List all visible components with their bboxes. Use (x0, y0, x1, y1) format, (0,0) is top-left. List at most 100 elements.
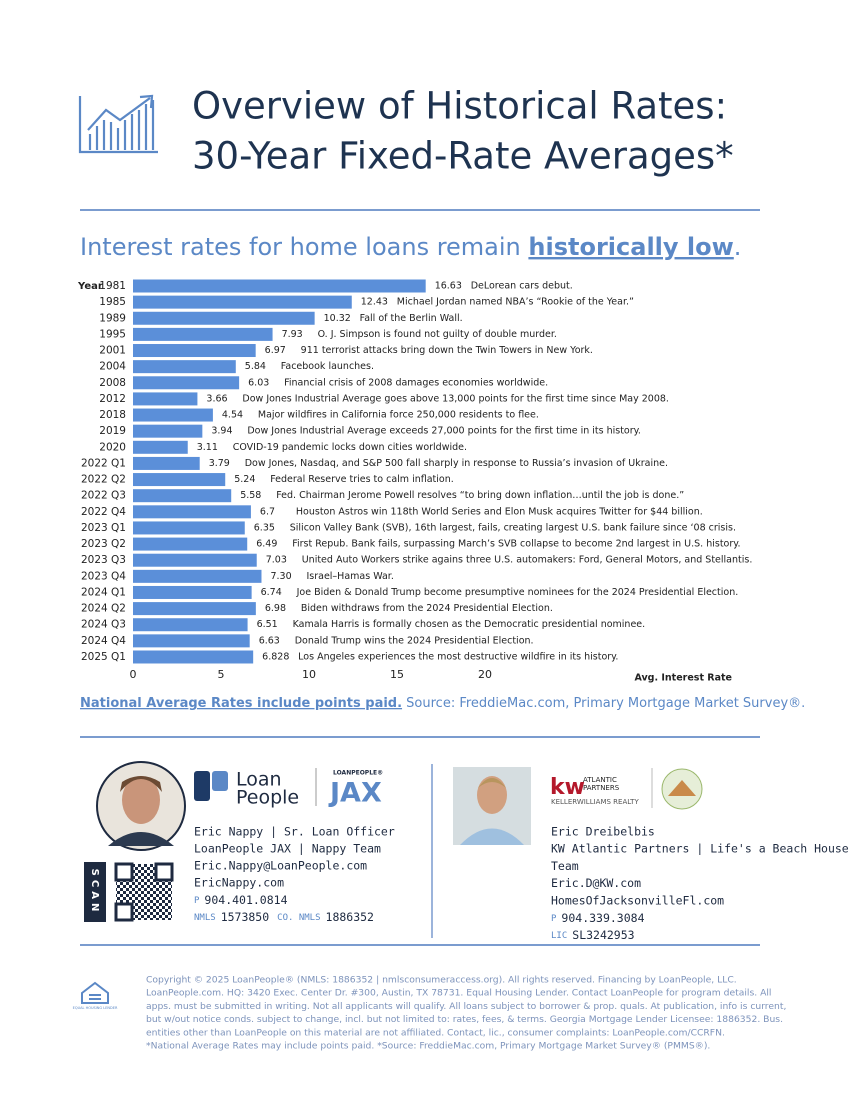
bar (133, 376, 240, 390)
bar (133, 569, 262, 583)
bar (133, 279, 426, 293)
chart-icon (78, 94, 158, 154)
logo-tag-big: JAX (328, 778, 382, 809)
photo-face (122, 776, 160, 824)
x-tick-label: 15 (390, 668, 404, 681)
y-tick-label: 2022 Q3 (81, 490, 126, 502)
phone-value: 904.339.3084 (561, 911, 644, 925)
y-tick-label: 2023 Q1 (81, 522, 126, 534)
bar (133, 440, 188, 454)
contact-line: HomesOfJacksonvilleFl.com (551, 893, 724, 907)
y-tick-label: 2022 Q4 (81, 506, 126, 518)
value-label: 7.30 (270, 571, 291, 582)
copyright-line: LoanPeople.com. HQ: 3420 Exec. Center Dr… (146, 988, 771, 999)
subtitle-emphasis: historically low (528, 233, 733, 261)
logo-text: KELLERWILLIAMS REALTY (551, 798, 639, 806)
x-tick-label: 20 (478, 668, 492, 681)
license-label: LIC (551, 931, 567, 941)
subtitle-lead: Interest rates for home loans remain (80, 233, 528, 261)
contact-phone: P 904.401.0814 (194, 893, 288, 907)
bar (133, 537, 248, 551)
bar (133, 521, 245, 535)
bar (133, 408, 213, 422)
subtitle-end: . (734, 233, 742, 261)
y-tick-label: 2024 Q4 (81, 635, 126, 647)
title-line: Overview of Historical Rates: (192, 85, 727, 128)
y-tick-label: 1981 (99, 280, 126, 292)
annotation: COVID-19 pandemic locks down cities worl… (233, 442, 467, 453)
equal-housing-label: EQUAL HOUSING LENDER (73, 1006, 118, 1010)
y-tick-label: 2012 (99, 393, 126, 405)
y-tick-label: 2019 (99, 425, 126, 437)
value-label: 5.24 (234, 474, 255, 485)
co-nmls-value: 1886352 (326, 910, 374, 924)
value-label: 4.54 (222, 410, 243, 421)
logo-mark (194, 771, 210, 801)
phone-label: P (194, 896, 200, 906)
footnote-emphasis: National Average Rates include points pa… (80, 696, 402, 711)
contact-card: Eric Dreibelbis KW Atlantic Partners | Li… (551, 825, 849, 942)
photo-hair (478, 778, 506, 788)
bar (133, 634, 250, 648)
y-tick-label: 1985 (99, 296, 126, 308)
copyright-line: Copyright © 2025 LoanPeople® (NMLS: 1886… (146, 975, 737, 986)
copyright-line: apps. must be submitted in writing. Not … (146, 1001, 786, 1012)
contact-line: Eric.D@KW.com (551, 876, 641, 890)
photo-shirt (108, 832, 174, 846)
x-tick-label: 0 (130, 668, 137, 681)
logo-text: Loan (236, 769, 282, 791)
bar (133, 295, 352, 309)
logo-kw: kw (550, 775, 585, 800)
annotation: Major wildfires in California force 250,… (258, 410, 539, 421)
license-value: SL3242953 (572, 928, 634, 942)
annotation: Los Angeles experiences the most destruc… (298, 651, 618, 662)
value-label: 6.828 (262, 651, 289, 662)
y-tick-label: 2023 Q3 (81, 554, 126, 566)
bar (133, 553, 257, 567)
equal-housing-icon (81, 981, 109, 1004)
contact-line: KW Atlantic Partners | Life's a Beach Ho… (551, 842, 849, 856)
contact-license: LIC SL3242953 (551, 928, 635, 942)
bar (133, 602, 256, 616)
bar (133, 650, 254, 664)
y-tick-label: 2020 (99, 441, 126, 453)
annotation: Michael Jordan named NBA’s “Rookie of th… (397, 297, 634, 308)
annotation: Joe Biden & Donald Trump become presumpt… (296, 587, 739, 598)
y-tick-label: 2023 Q4 (81, 570, 126, 582)
qr-code (114, 862, 174, 922)
logo-beach-house (668, 780, 696, 796)
annotation: Kamala Harris is formally chosen as the … (293, 619, 646, 630)
value-label: 6.35 (254, 522, 275, 533)
bar (133, 360, 236, 374)
bar (133, 505, 251, 519)
y-tick-label: 2024 Q3 (81, 619, 126, 631)
value-label: 6.74 (261, 587, 282, 598)
bar (133, 344, 256, 358)
contact-line: Eric Dreibelbis (551, 825, 655, 839)
annotation: First Repub. Bank fails, surpassing Marc… (292, 539, 740, 550)
bar (133, 456, 200, 470)
contact-nmls: NMLS 1573850 CO. NMLS 1886352 (194, 910, 374, 924)
copyright: Copyright © 2025 LoanPeople® (NMLS: 1886… (146, 975, 786, 1052)
nmls-label: NMLS (194, 913, 216, 923)
value-label: 6.97 (265, 345, 286, 356)
y-tick-label: 2008 (99, 377, 126, 389)
annotation: Financial crisis of 2008 damages economi… (284, 377, 548, 388)
logo-text: ATLANTIC (583, 776, 617, 784)
bar (133, 392, 198, 406)
value-label: 3.66 (206, 393, 227, 404)
annotation: Facebook launches. (281, 361, 374, 372)
annotation: 911 terrorist attacks bring down the Twi… (301, 345, 593, 356)
annotation: Silicon Valley Bank (SVB), 16th largest,… (290, 522, 736, 533)
x-axis-label: Avg. Interest Rate (634, 672, 732, 683)
logo-text: PARTNERS (583, 784, 620, 792)
scan-tab (84, 862, 106, 922)
value-label: 6.49 (256, 539, 277, 550)
photo-shirt (460, 828, 524, 845)
annotation: Federal Reserve tries to calm inflation. (270, 474, 454, 485)
y-tick-label: 2025 Q1 (81, 651, 126, 663)
bar (133, 327, 273, 341)
annotation: Donald Trump wins the 2024 Presidential … (295, 635, 534, 646)
contact-line: EricNappy.com (194, 876, 284, 890)
contact-card: Eric Nappy | Sr. Loan Officer LoanPeople … (194, 825, 395, 924)
